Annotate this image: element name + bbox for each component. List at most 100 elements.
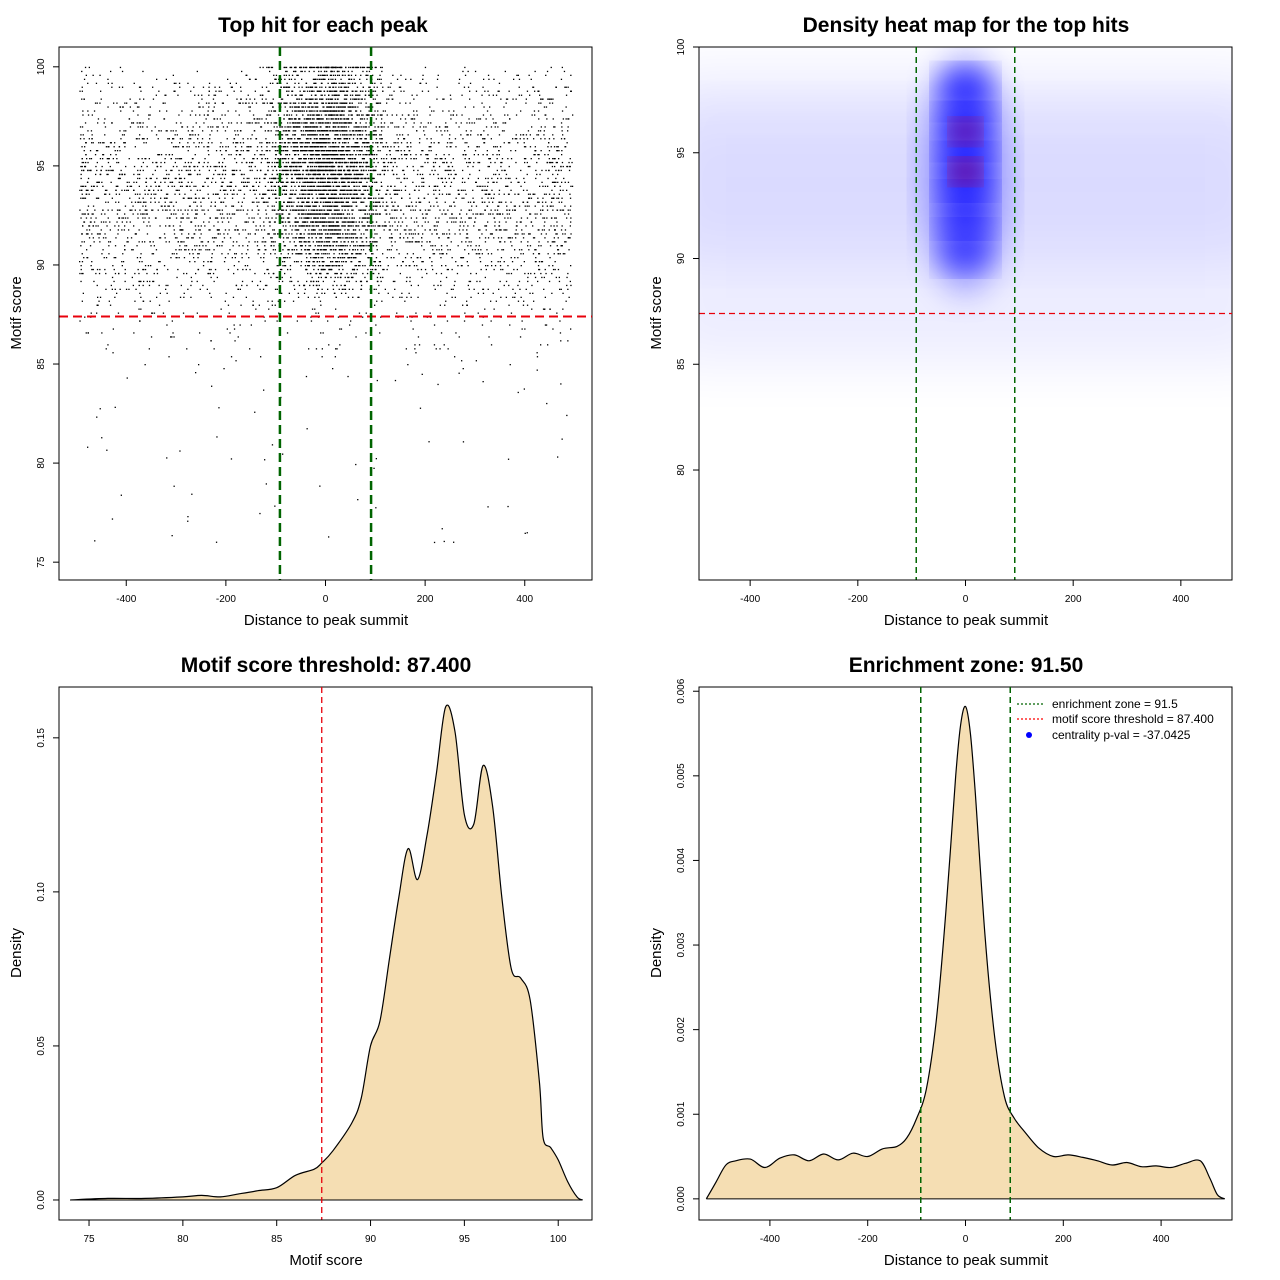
data-point [179,185,182,187]
data-point [129,185,131,187]
data-point [391,225,394,227]
data-point [438,165,441,168]
data-point [329,257,331,259]
data-point [236,130,239,132]
data-point [314,126,316,128]
data-point [105,257,108,259]
data-point [568,296,570,298]
data-point [391,169,393,172]
data-point [368,209,370,211]
data-point [439,253,441,255]
data-point [561,209,563,211]
data-point [222,181,224,183]
data-point [439,304,441,306]
data-point [163,118,165,120]
data-point [264,284,267,287]
data-point [462,189,464,191]
data-point [514,209,516,211]
data-point [372,225,374,227]
data-point [487,165,489,168]
data-point [224,197,226,199]
data-point [242,150,244,152]
data-point [249,268,251,271]
data-point [543,217,546,219]
data-point [186,237,188,239]
data-point [308,150,311,152]
data-point [116,185,119,187]
data-point [475,90,478,92]
data-point [481,102,483,104]
data-point [551,241,553,243]
data-point [464,142,466,144]
data-point [353,158,355,160]
data-point [562,292,564,294]
data-point [183,296,185,298]
data-point [502,213,504,215]
data-point [168,205,170,207]
data-point [445,213,447,215]
data-point [207,114,209,116]
data-point [297,213,300,215]
data-point [358,181,360,183]
data-point [554,126,556,128]
data-point [249,106,251,108]
data-point [561,225,563,227]
data-point [200,249,202,251]
data-point [468,253,470,255]
data-point [418,344,421,346]
data-point [286,169,288,172]
data-point [181,169,183,172]
data-point [437,205,439,207]
data-point [349,324,351,326]
data-point [88,225,90,227]
data-point [309,189,311,191]
data-point [356,189,358,191]
data-point [312,110,314,112]
data-point [279,126,281,128]
data-point [108,146,110,148]
data-point [329,205,331,207]
data-point [426,154,429,156]
data-point [82,161,85,164]
data-point [415,158,417,160]
data-point [173,185,176,187]
data-point [492,118,494,120]
data-point [356,169,358,172]
data-point [475,181,477,183]
data-point [484,90,486,92]
data-point [570,233,572,235]
data-point [175,122,178,124]
data-point [132,205,134,207]
data-point [85,217,88,219]
data-point [127,237,129,239]
data-point [179,225,181,227]
data-point [316,189,318,191]
data-point [141,261,143,263]
data-point [442,98,444,100]
data-point [567,340,569,342]
data-point [482,213,484,215]
data-point [207,110,209,112]
data-point [91,233,93,235]
data-point [495,229,497,231]
data-point [490,114,492,116]
data-point [129,126,132,128]
data-point [568,118,570,120]
data-point [128,158,130,160]
data-point [532,193,534,195]
data-point [212,110,214,112]
data-point [516,138,518,140]
data-point [341,245,343,247]
data-point [196,280,198,283]
data-point [446,320,449,322]
data-point [173,213,175,215]
data-point [377,173,379,176]
data-point [482,86,484,88]
data-point [87,177,90,180]
data-point [284,265,287,267]
data-point [553,241,555,243]
data-point [190,276,192,279]
data-point [361,245,363,247]
data-point [254,177,256,180]
data-point [422,217,424,219]
